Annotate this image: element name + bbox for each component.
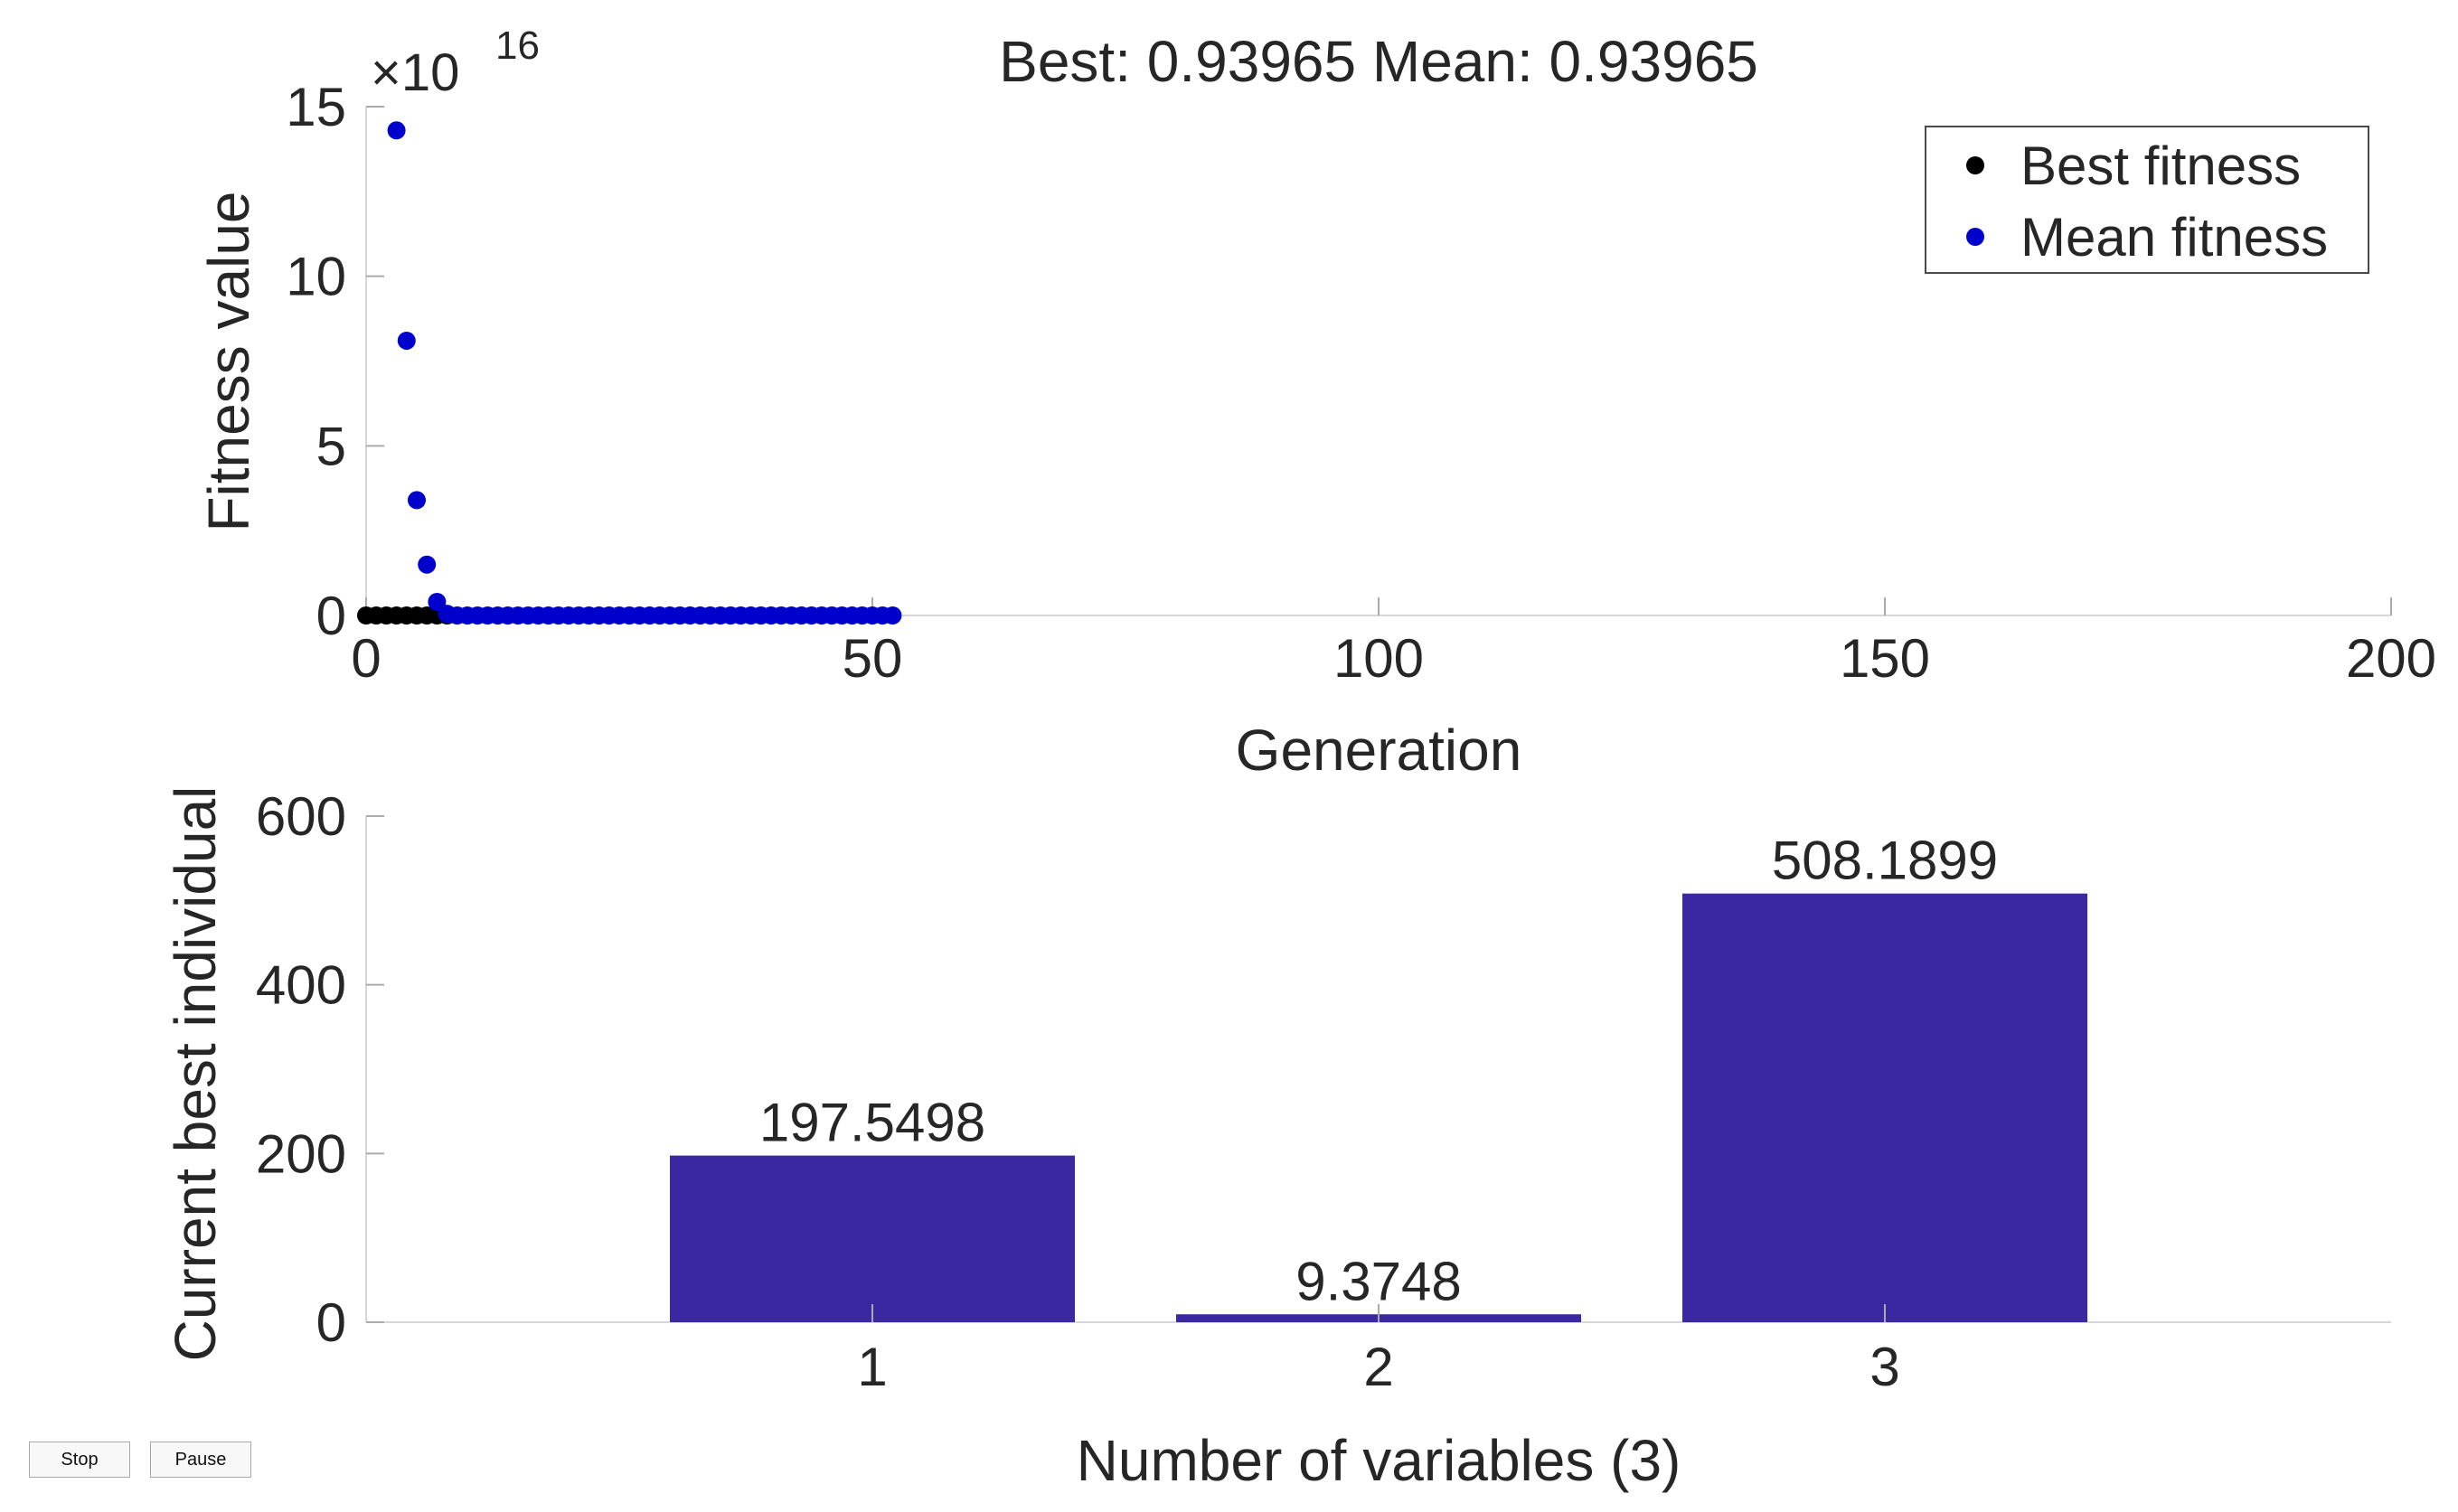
x-tick-label: 2 — [1363, 1337, 1393, 1397]
fitness-legend: Best fitness Mean fitness — [1925, 126, 2369, 274]
y-tick-label: 15 — [286, 77, 346, 137]
fitness-axes: 0 50 100 150 200 0 5 10 15 — [286, 77, 2436, 689]
best-individual-axes: 0 200 400 600 1 197.5498 2 9.3748 3 508.1899 — [256, 786, 2391, 1397]
legend-entry: Best fitness — [2020, 136, 2301, 196]
bar-value-label: 9.3748 — [1295, 1251, 1462, 1311]
mean-fitness-point — [883, 606, 902, 625]
pause-button[interactable]: Pause — [150, 1442, 251, 1478]
mean-fitness-point — [408, 491, 426, 510]
mean-fitness-series — [387, 121, 902, 625]
bar-value-label: 197.5498 — [759, 1093, 985, 1153]
stop-button[interactable]: Stop — [29, 1442, 130, 1478]
x-tick-label: 3 — [1869, 1337, 1899, 1397]
y-exponent-base: ×10 — [371, 43, 459, 102]
y-tick-label: 10 — [286, 247, 346, 307]
y-tick-label: 400 — [256, 955, 346, 1016]
fitness-chart-title: Best: 0.93965 Mean: 0.93965 — [999, 29, 1758, 94]
bar-value-label: 508.1899 — [1772, 831, 1998, 891]
bar — [670, 1155, 1075, 1322]
x-tick-label: 0 — [351, 628, 381, 689]
best-individual-y-axis-label: Current best individual — [163, 786, 228, 1362]
generation-x-axis-label: Generation — [1236, 718, 1522, 783]
legend-entry: Mean fitness — [2020, 207, 2328, 268]
y-tick-label: 0 — [316, 1292, 346, 1353]
y-tick-label: 0 — [316, 586, 346, 646]
y-tick-label: 5 — [316, 416, 346, 476]
mean-fitness-point — [418, 555, 437, 574]
y-exponent-power: 16 — [495, 23, 540, 68]
legend-box — [1925, 126, 2369, 274]
mean-fitness-point — [428, 592, 447, 611]
legend-marker — [1966, 156, 1984, 174]
x-tick-label: 100 — [1333, 628, 1424, 689]
mean-fitness-point — [387, 121, 406, 140]
legend-marker — [1966, 228, 1984, 246]
x-tick-label: 200 — [2346, 628, 2436, 689]
mean-fitness-point — [397, 331, 416, 350]
y-tick-label: 600 — [256, 786, 346, 847]
fitness-y-axis-label: Fitness value — [196, 191, 261, 531]
bar — [1682, 893, 2087, 1322]
y-tick-label: 200 — [256, 1123, 346, 1184]
variables-x-axis-label: Number of variables (3) — [1077, 1428, 1681, 1493]
x-tick-label: 150 — [1840, 628, 1930, 689]
y-exponent-label: ×10 16 — [371, 23, 540, 102]
x-tick-label: 50 — [843, 628, 903, 689]
x-tick-label: 1 — [857, 1337, 887, 1397]
